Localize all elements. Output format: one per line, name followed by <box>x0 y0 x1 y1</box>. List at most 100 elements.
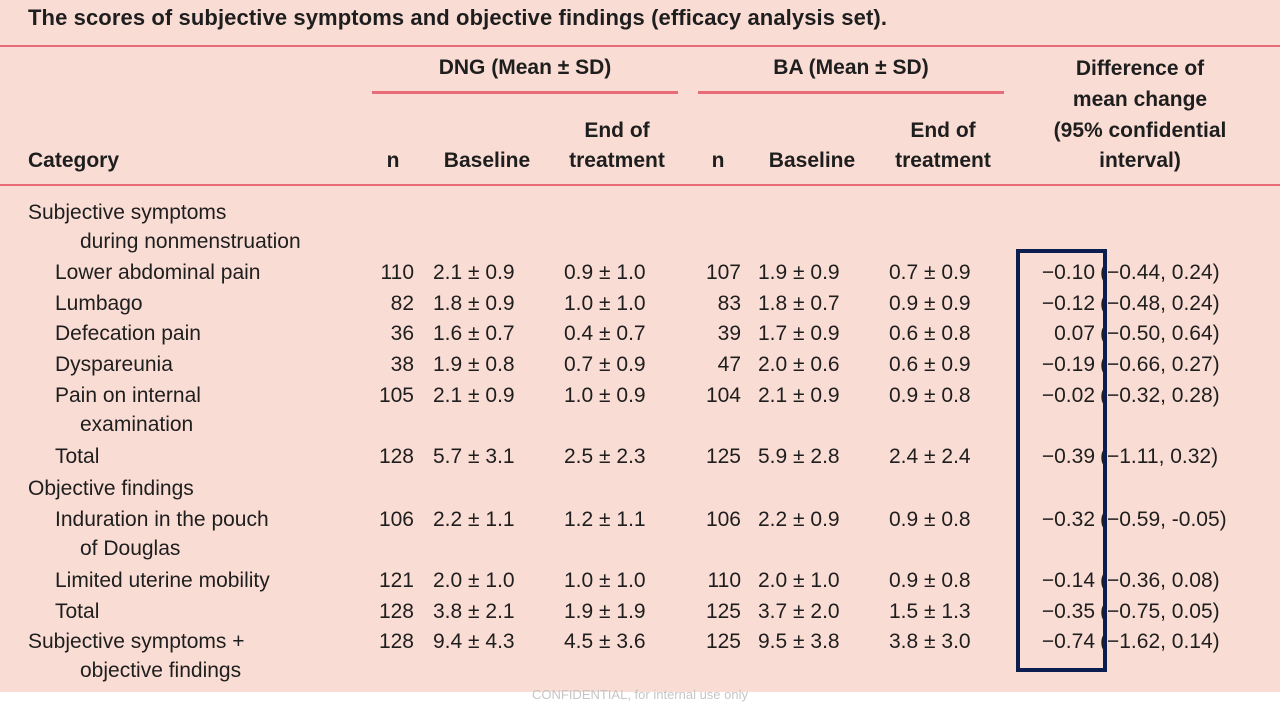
group-header-dng: DNG (Mean ± SD) <box>438 56 612 79</box>
header-rule <box>0 184 1280 186</box>
cell-diff: −0.32 <box>1041 508 1095 531</box>
row-label: Total <box>55 600 100 623</box>
cell-dng-base: 2.1 ± 0.9 <box>433 261 515 284</box>
difference-highlight-box <box>1016 249 1107 672</box>
cell-diff: −0.74 <box>1041 630 1095 653</box>
section-label-subjective-cont: during nonmenstruation <box>80 230 301 253</box>
cell-ba-n: 47 <box>717 353 741 376</box>
cell-ci: (−0.48, 0.24) <box>1100 292 1220 315</box>
cell-ba-n: 83 <box>717 292 741 315</box>
cell-dng-base: 3.8 ± 2.1 <box>433 600 515 623</box>
cell-ci: (−1.62, 0.14) <box>1100 630 1220 653</box>
cell-dng-base: 2.2 ± 1.1 <box>433 508 515 531</box>
cell-dng-end: 1.0 ± 0.9 <box>564 384 646 407</box>
cell-ci: (−0.44, 0.24) <box>1100 261 1220 284</box>
header-dng-baseline: Baseline <box>443 149 531 172</box>
cell-ba-base: 2.0 ± 1.0 <box>758 569 840 592</box>
cell-dng-end: 0.4 ± 0.7 <box>564 322 646 345</box>
cell-dng-end: 1.9 ± 1.9 <box>564 600 646 623</box>
cell-ba-n: 107 <box>705 261 741 284</box>
cell-dng-n: 110 <box>380 261 414 284</box>
cell-dng-n: 106 <box>378 508 414 531</box>
row-label: Induration in the pouch <box>55 508 269 531</box>
table-sheet: The scores of subjective symptoms and ob… <box>0 0 1280 692</box>
cell-ba-n: 125 <box>705 600 741 623</box>
cell-ba-base: 5.9 ± 2.8 <box>758 445 840 468</box>
header-dng-end-line1: End of <box>584 119 650 142</box>
cell-ba-end: 0.9 ± 0.8 <box>889 508 971 531</box>
table-title: The scores of subjective symptoms and ob… <box>28 5 888 30</box>
header-diff-line1: Difference of <box>1075 57 1205 80</box>
cell-diff: −0.10 <box>1041 261 1095 284</box>
cell-ba-n: 106 <box>705 508 741 531</box>
cell-ba-end: 0.6 ± 0.9 <box>889 353 971 376</box>
cell-dng-end: 0.9 ± 1.0 <box>564 261 646 284</box>
cell-dng-base: 1.6 ± 0.7 <box>433 322 515 345</box>
cell-dng-n: 36 <box>390 322 414 345</box>
cell-dng-end: 4.5 ± 3.6 <box>564 630 646 653</box>
header-dng-end-line2: treatment <box>569 149 665 172</box>
cell-dng-base: 1.8 ± 0.9 <box>433 292 515 315</box>
cell-ba-end: 3.8 ± 3.0 <box>889 630 971 653</box>
section-label-subjective: Subjective symptoms <box>28 201 227 224</box>
cell-ci: (−0.50, 0.64) <box>1100 322 1220 345</box>
cell-ba-base: 2.1 ± 0.9 <box>758 384 840 407</box>
row-label: Lower abdominal pain <box>55 261 261 284</box>
cell-dng-n: 121 <box>378 569 414 592</box>
cell-dng-base: 5.7 ± 3.1 <box>433 445 515 468</box>
title-band: The scores of subjective symptoms and ob… <box>0 0 1280 45</box>
cell-ba-end: 0.9 ± 0.8 <box>889 384 971 407</box>
row-label: Defecation pain <box>55 322 201 345</box>
cell-ba-base: 9.5 ± 3.8 <box>758 630 840 653</box>
cell-dng-n: 105 <box>378 384 414 407</box>
header-diff-line2: mean change <box>1072 88 1208 111</box>
cell-ci: (−0.32, 0.28) <box>1100 384 1220 407</box>
cell-dng-n: 128 <box>378 445 414 468</box>
cell-ba-base: 1.7 ± 0.9 <box>758 322 840 345</box>
cell-dng-end: 1.2 ± 1.1 <box>564 508 646 531</box>
row-label: Pain on internal <box>55 384 201 407</box>
footer-band: CONFIDENTIAL, for internal use only <box>0 687 1280 720</box>
header-diff-line4: interval) <box>1099 149 1181 172</box>
header-ba-baseline: Baseline <box>768 149 856 172</box>
cell-dng-base: 9.4 ± 4.3 <box>433 630 515 653</box>
cell-ba-base: 2.2 ± 0.9 <box>758 508 840 531</box>
footer-watermark: CONFIDENTIAL, for internal use only <box>531 687 749 702</box>
header-ba-end-line2: treatment <box>895 149 991 172</box>
cell-ba-end: 1.5 ± 1.3 <box>889 600 971 623</box>
cell-ba-end: 0.7 ± 0.9 <box>889 261 971 284</box>
cell-ba-end: 0.9 ± 0.8 <box>889 569 971 592</box>
cell-diff: −0.14 <box>1041 569 1095 592</box>
header-diff-line3: (95% confidential <box>1053 119 1227 142</box>
row-label: Lumbago <box>55 292 143 315</box>
cell-ba-n: 125 <box>705 630 741 653</box>
cell-diff: −0.12 <box>1041 292 1095 315</box>
cell-ba-end: 0.9 ± 0.9 <box>889 292 971 315</box>
cell-dng-end: 1.0 ± 1.0 <box>564 569 646 592</box>
cell-diff: 0.07 <box>1054 322 1095 345</box>
cell-ba-base: 2.0 ± 0.6 <box>758 353 840 376</box>
header-dng-n: n <box>386 149 400 172</box>
cell-ci: (−0.75, 0.05) <box>1100 600 1220 623</box>
cell-dng-n: 82 <box>390 292 414 315</box>
cell-dng-n: 128 <box>378 630 414 653</box>
cell-dng-end: 2.5 ± 2.3 <box>564 445 646 468</box>
header-ba-n: n <box>711 149 725 172</box>
cell-ba-n: 39 <box>717 322 741 345</box>
cell-dng-n: 38 <box>390 353 414 376</box>
section-label-objective: Objective findings <box>28 477 194 500</box>
group-underline-dng <box>372 91 678 94</box>
group-underline-ba <box>698 91 1004 94</box>
cell-diff: −0.39 <box>1041 445 1095 468</box>
row-label-continued: objective findings <box>80 659 242 682</box>
cell-dng-base: 2.0 ± 1.0 <box>433 569 515 592</box>
cell-ba-n: 104 <box>705 384 741 407</box>
cell-ba-end: 0.6 ± 0.8 <box>889 322 971 345</box>
cell-ba-base: 1.8 ± 0.7 <box>758 292 840 315</box>
group-header-ba: BA (Mean ± SD) <box>773 56 929 79</box>
cell-ci: (−0.59, -0.05) <box>1100 508 1227 531</box>
cell-dng-base: 2.1 ± 0.9 <box>433 384 515 407</box>
top-rule <box>0 45 1280 47</box>
cell-ci: (−1.11, 0.32) <box>1100 445 1219 468</box>
row-label-continued: of Douglas <box>80 537 181 560</box>
